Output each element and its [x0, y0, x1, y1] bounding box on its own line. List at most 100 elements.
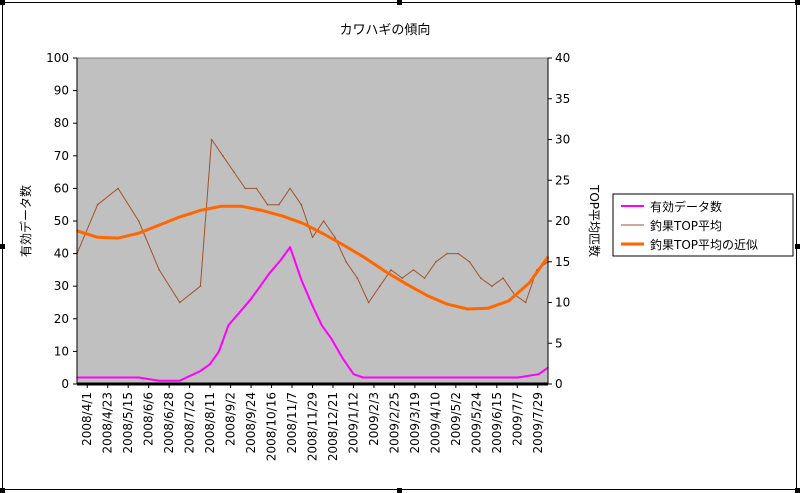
x-tick-label: 2009/3/19	[408, 392, 422, 454]
series-line-2	[76, 204, 550, 311]
y-tick-label: 20	[54, 312, 69, 326]
series-0-point	[199, 370, 202, 372]
series-1-point	[345, 261, 347, 263]
series-1-point	[199, 285, 202, 288]
y2-tick-label: 0	[555, 377, 563, 391]
resize-handle-bottom-right[interactable]	[795, 488, 800, 493]
series-1-point	[322, 220, 325, 222]
series-0-point	[289, 246, 291, 248]
y2-tick-label: 20	[555, 214, 570, 228]
series-0-point	[435, 376, 437, 379]
resize-handle-bottom-center[interactable]	[397, 488, 402, 493]
series-0-point	[268, 272, 271, 275]
series-0-point	[259, 285, 262, 288]
series-0-point	[117, 376, 119, 379]
plot-area	[76, 57, 549, 385]
x-tick-label: 2008/8/11	[203, 392, 217, 454]
series-1-point	[289, 187, 291, 190]
series-2-point	[446, 303, 448, 305]
series-0-point	[311, 305, 314, 307]
resize-handle-top-left[interactable]	[0, 0, 5, 5]
x-tick-label: 2009/4/10	[428, 392, 442, 454]
series-1-point	[446, 252, 448, 255]
resize-handle-middle-right[interactable]	[795, 244, 800, 249]
legend-label-series-1: 釣果TOP平均	[650, 218, 722, 233]
resize-handle-bottom-left[interactable]	[0, 488, 5, 493]
y-tick-label: 30	[54, 279, 69, 293]
series-2-point	[117, 237, 119, 239]
series-2-point	[302, 222, 305, 225]
series-0-point	[227, 324, 230, 327]
x-tick-label: 2008/6/6	[142, 392, 156, 446]
series-2-point	[487, 307, 490, 310]
series-0-point	[300, 278, 303, 281]
x-tick-label: 2009/2/3	[367, 392, 381, 446]
series-2-point	[261, 209, 263, 212]
series-1-point	[479, 277, 482, 279]
x-tick-label: 2008/10/16	[265, 392, 279, 461]
y-tick-label: 60	[54, 181, 69, 195]
series-2-point	[425, 294, 428, 297]
series-0-point	[218, 350, 220, 353]
series-2-point	[508, 300, 510, 302]
resize-handle-top-center[interactable]	[397, 0, 402, 5]
y2-tick-label: 15	[555, 255, 570, 269]
series-1-point	[502, 277, 504, 279]
series-1-point	[468, 261, 471, 263]
x-tick-label: 2008/7/20	[183, 392, 197, 454]
x-tick-label: 2009/6/15	[490, 392, 504, 454]
x-tick-label: 2008/11/29	[306, 392, 320, 461]
y2-tick-label: 30	[555, 133, 570, 147]
x-tick-label: 2008/11/7	[285, 392, 299, 454]
series-2-point	[405, 283, 407, 285]
series-0-point	[476, 376, 478, 379]
series-0-point	[137, 376, 140, 379]
series-0-point	[455, 376, 458, 379]
legend-label-series-2: 釣果TOP平均の近似	[650, 237, 758, 252]
series-2-point	[137, 232, 140, 234]
series-0-point	[330, 337, 333, 340]
x-tick-label: 2008/9/24	[244, 392, 258, 454]
series-1-point	[423, 277, 426, 279]
legend-label-series-0: 有効データ数	[650, 199, 722, 214]
x-tick-label: 2009/5/24	[469, 392, 483, 454]
series-2-point	[96, 236, 99, 239]
series-1-point	[311, 236, 314, 239]
series-0-point	[238, 311, 241, 314]
series-1-point	[179, 301, 181, 304]
series-1-point	[158, 269, 160, 271]
series-2-point	[343, 244, 346, 247]
series-1-point	[278, 203, 280, 206]
y2-tick-label: 40	[555, 51, 570, 65]
y-tick-label: 40	[54, 247, 69, 261]
series-0-point	[279, 259, 282, 261]
series-1-point	[210, 138, 213, 141]
series-0-point	[250, 298, 252, 301]
resize-handle-middle-left[interactable]	[0, 244, 5, 249]
series-1-point	[300, 203, 303, 206]
x-tick-label: 2008/5/15	[121, 392, 135, 454]
x-tick-label: 2009/1/12	[346, 392, 360, 454]
series-1-point	[96, 203, 99, 206]
legend: 有効データ数 釣果TOP平均 釣果TOP平均の近似	[612, 193, 794, 257]
series-0-point	[341, 357, 344, 359]
resize-handle-top-right[interactable]	[795, 0, 800, 5]
series-2-point	[179, 216, 181, 218]
y2-tick-label: 5	[555, 336, 563, 350]
x-tick-label: 2008/12/21	[326, 392, 340, 461]
series-1-point	[401, 277, 404, 279]
series-0-point	[414, 376, 417, 379]
y-tick-label: 10	[54, 344, 69, 358]
y2-tick-label: 25	[555, 173, 570, 187]
series-1-point	[524, 301, 527, 304]
series-1-point	[435, 261, 437, 263]
series-1-point	[266, 203, 269, 206]
series-2-point	[158, 224, 160, 226]
series-1-point	[412, 269, 415, 271]
series-1-point	[379, 285, 381, 288]
series-0-point	[208, 363, 211, 366]
series-1-point	[390, 269, 392, 271]
y2-axis-label: TOP平均匹数	[587, 184, 602, 257]
y2-tick-label: 35	[555, 92, 570, 106]
series-0-point	[179, 379, 181, 382]
